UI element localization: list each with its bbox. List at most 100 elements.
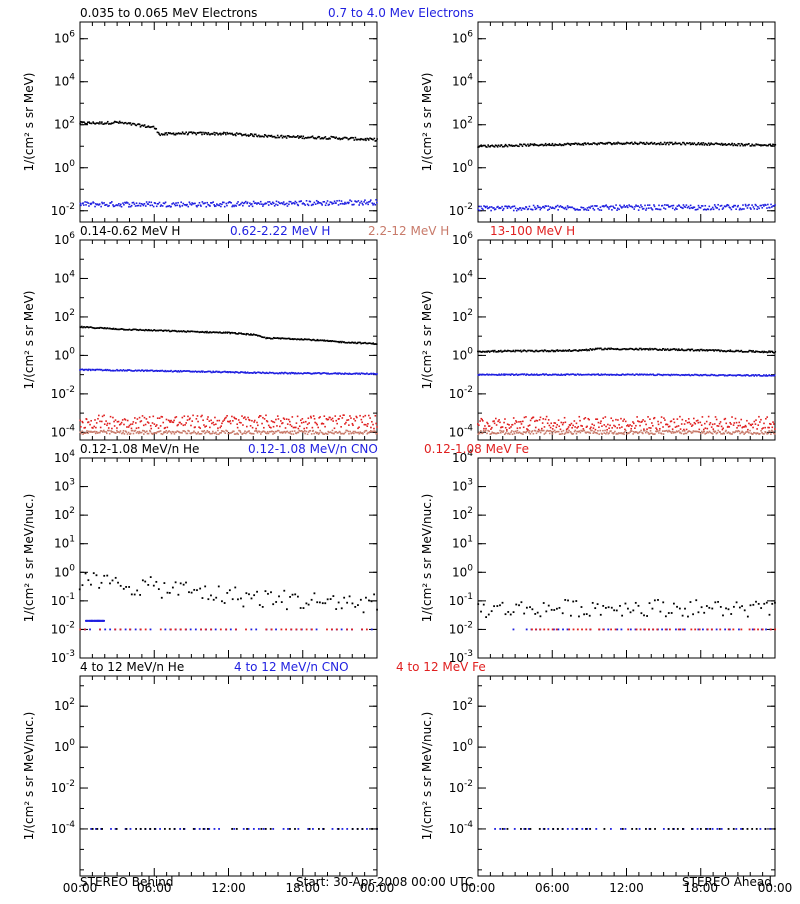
data-point — [730, 433, 732, 435]
data-point — [703, 611, 706, 614]
data-point — [634, 431, 636, 434]
data-point — [190, 370, 192, 373]
y-tick-label: 106 — [54, 231, 75, 247]
data-point — [227, 420, 229, 423]
data-point — [289, 423, 292, 426]
data-point — [356, 201, 358, 203]
data-point — [629, 424, 631, 426]
data-point — [270, 628, 273, 631]
data-point — [631, 828, 634, 830]
data-point — [216, 433, 218, 436]
data-point — [131, 370, 134, 372]
data-point — [730, 208, 733, 211]
data-point — [505, 432, 507, 434]
data-point — [278, 202, 281, 205]
data-point — [584, 417, 587, 419]
data-point — [169, 421, 171, 423]
data-point — [298, 137, 300, 139]
data-point — [676, 828, 679, 830]
data-point — [613, 432, 615, 434]
data-point — [291, 136, 294, 138]
data-point — [653, 142, 656, 144]
data-point — [293, 338, 296, 340]
row-title-1-1: 0.62-2.22 MeV H — [230, 224, 331, 238]
data-point — [720, 142, 723, 145]
data-point — [503, 145, 505, 148]
data-point — [364, 423, 367, 426]
y-tick-label: 104 — [54, 449, 75, 465]
data-point — [199, 331, 201, 333]
data-point — [547, 604, 550, 607]
data-point — [657, 349, 660, 351]
data-point — [542, 350, 545, 353]
data-point — [724, 143, 727, 145]
data-point — [189, 628, 192, 631]
data-point — [500, 426, 502, 429]
data-point — [246, 425, 248, 428]
data-point — [84, 426, 86, 429]
data-point — [602, 605, 605, 607]
data-point — [722, 350, 724, 353]
data-point — [209, 205, 211, 207]
data-point — [520, 423, 523, 425]
data-point — [635, 424, 637, 427]
data-point — [726, 350, 729, 352]
data-point — [274, 372, 277, 375]
data-point — [764, 375, 766, 377]
data-point — [511, 373, 514, 376]
data-point — [136, 123, 139, 126]
data-point — [223, 205, 226, 208]
data-point — [727, 608, 730, 611]
data-point — [692, 207, 694, 210]
data-point — [256, 421, 258, 424]
data-point — [249, 372, 251, 374]
data-point — [141, 369, 144, 371]
data-point — [312, 828, 314, 830]
data-point — [338, 341, 340, 344]
data-point — [628, 142, 631, 145]
data-point — [244, 371, 246, 373]
data-point — [343, 341, 345, 343]
data-point — [195, 205, 198, 207]
data-point — [321, 432, 324, 434]
data-point — [523, 143, 525, 146]
data-point — [629, 611, 632, 614]
data-point — [519, 427, 521, 429]
data-point — [337, 828, 340, 830]
data-point — [684, 373, 687, 376]
data-point — [733, 204, 735, 207]
data-point — [547, 374, 550, 376]
data-point — [554, 143, 557, 146]
data-point — [739, 350, 742, 353]
data-point — [507, 432, 510, 435]
data-point — [755, 143, 757, 145]
data-point — [506, 423, 509, 426]
data-point — [624, 206, 627, 208]
data-point — [87, 579, 90, 582]
data-point — [235, 134, 237, 137]
row-title-2-2: 0.12-1.08 MeV Fe — [424, 442, 529, 456]
data-point — [770, 206, 773, 208]
data-point — [493, 422, 496, 425]
data-point — [711, 607, 714, 610]
data-point — [329, 416, 331, 419]
y-axis-label: 1/(cm² s sr MeV) — [420, 73, 434, 172]
data-point — [619, 348, 621, 351]
data-point — [542, 205, 545, 208]
data-point — [145, 201, 148, 203]
data-point — [127, 431, 130, 434]
data-point — [151, 330, 154, 332]
data-point — [693, 349, 696, 352]
data-point — [614, 348, 617, 350]
data-point — [267, 372, 270, 375]
data-point — [541, 143, 544, 146]
data-point — [560, 350, 563, 352]
data-point — [693, 206, 696, 209]
data-point — [634, 374, 636, 376]
data-point — [185, 581, 187, 584]
data-point — [107, 427, 110, 429]
data-point — [354, 419, 357, 422]
data-point — [184, 132, 186, 135]
data-point — [627, 142, 629, 144]
data-point — [643, 428, 645, 430]
